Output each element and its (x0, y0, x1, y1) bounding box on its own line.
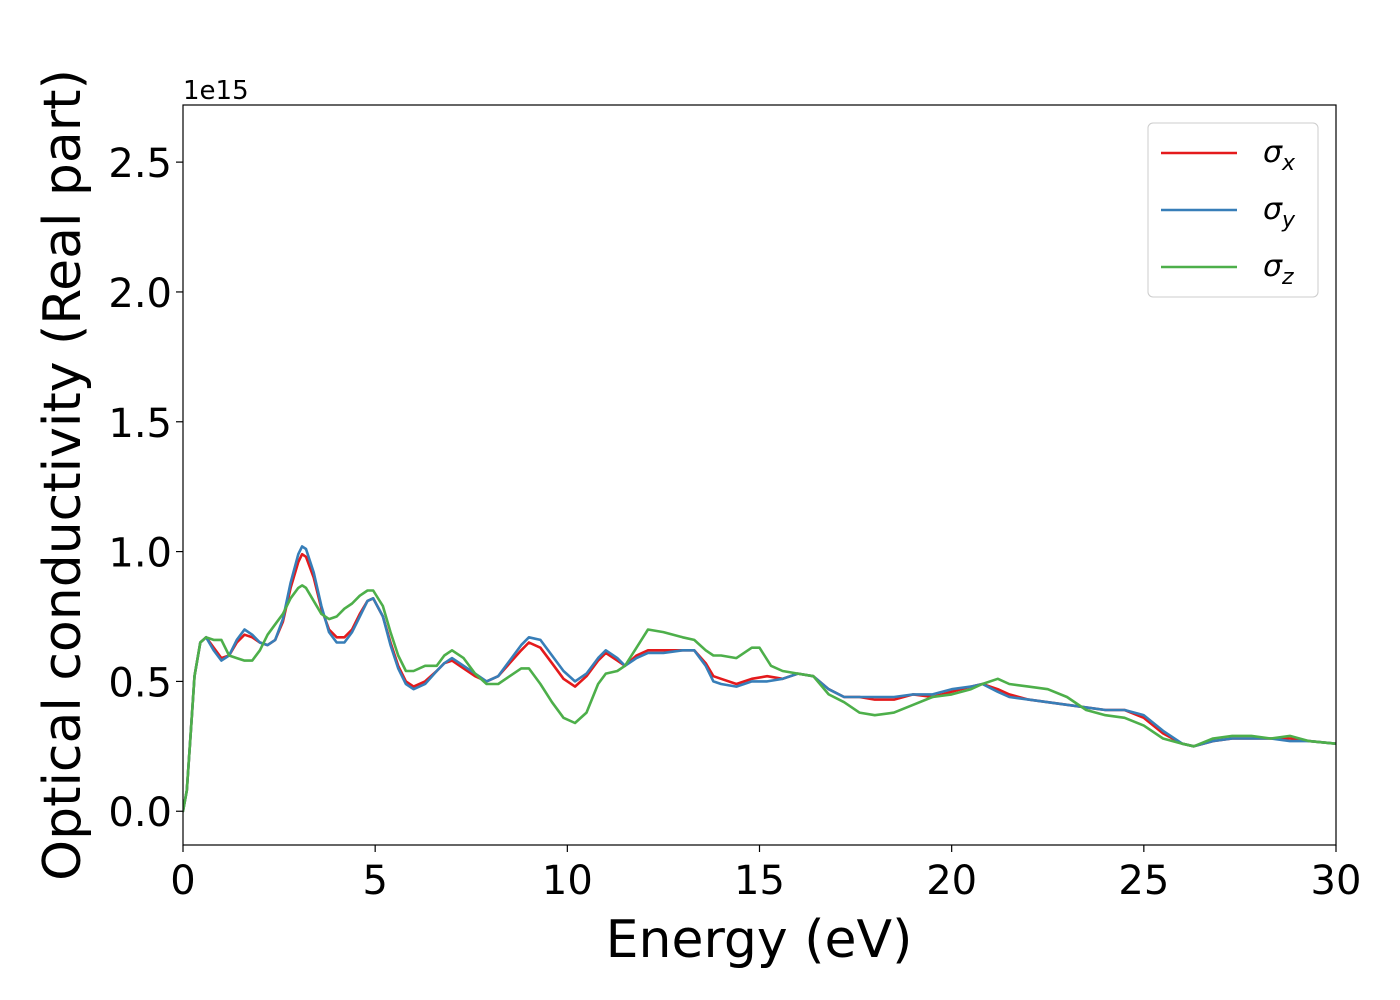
x-tick-label: 25 (1118, 858, 1169, 904)
x-axis-ticks: 0 5 10 15 20 25 30 (170, 845, 1361, 904)
y-axis-ticks: 0.0 0.5 1.0 1.5 2.0 2.5 (108, 141, 183, 836)
y-tick-label: 1.5 (108, 401, 172, 447)
x-tick-label: 15 (734, 858, 785, 904)
y-offset-label: 1e15 (183, 76, 249, 106)
y-tick-label: 2.5 (108, 141, 172, 187)
x-axis-label: Energy (eV) (606, 910, 913, 970)
legend-label-sigma-z: σz (1263, 249, 1294, 290)
series-layer (183, 545, 1336, 813)
legend-label-sigma-y: σy (1263, 192, 1296, 233)
x-tick-label: 0 (170, 858, 195, 904)
y-tick-label: 0.5 (108, 660, 172, 706)
x-tick-label: 10 (542, 858, 593, 904)
series-line-sigma-z (183, 584, 1336, 813)
legend-label-sigma-x: σx (1263, 135, 1296, 176)
x-tick-label: 5 (362, 858, 387, 904)
series-line-sigma-y (183, 545, 1336, 813)
y-tick-label: 1.0 (108, 531, 172, 577)
y-axis-label: Optical conductivity (Real part) (33, 69, 93, 881)
y-tick-label: 2.0 (108, 271, 172, 317)
y-tick-label: 0.0 (108, 790, 172, 836)
x-tick-label: 20 (926, 858, 977, 904)
legend: σx σy σz (1147, 122, 1319, 298)
x-tick-label: 30 (1311, 858, 1362, 904)
